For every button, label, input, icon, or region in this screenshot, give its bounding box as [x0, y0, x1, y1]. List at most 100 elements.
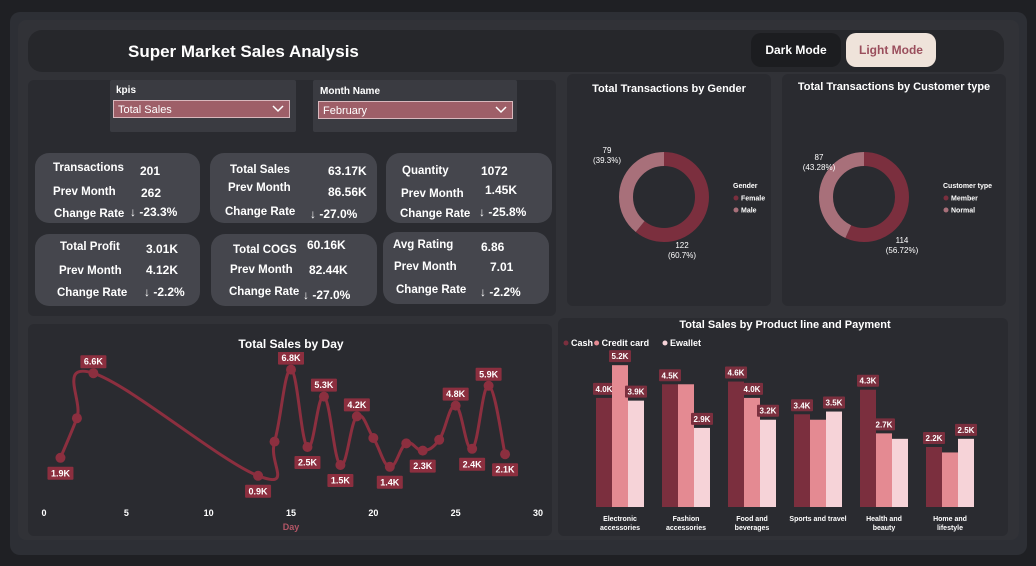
kpi-card-transactions — [35, 153, 200, 223]
kpi-card-avg-rating — [383, 232, 549, 304]
customer-type-chart-panel — [782, 74, 1006, 306]
category-label: beverages — [735, 525, 770, 532]
data-point — [335, 460, 346, 470]
kpi-prev-label: Prev Month — [230, 264, 293, 276]
kpi-name: Transactions — [53, 162, 124, 174]
kpis-slicer-label: kpis — [116, 85, 137, 96]
data-label-bg — [442, 387, 469, 401]
kpi-value: 201 — [140, 164, 161, 178]
data-label: 4.8K — [446, 389, 466, 399]
category-label: Food and — [736, 516, 768, 523]
bar-ewallet — [826, 411, 842, 507]
data-label: 1.4K — [380, 477, 400, 487]
bar-label: 4.0K — [744, 385, 761, 394]
sales-line — [59, 368, 507, 482]
category-label: accessories — [600, 525, 640, 532]
data-point — [384, 461, 395, 472]
bar-ewallet — [958, 438, 974, 507]
kpi-change-label: Change Rate — [229, 286, 300, 298]
kpi-change-label: Change Rate — [225, 206, 296, 218]
bar-ewallet — [628, 400, 644, 507]
data-label: 2.5K — [298, 458, 318, 468]
kpi-name: Avg Rating — [393, 239, 454, 251]
data-label-bg — [327, 474, 354, 487]
kpi-prev-label: Prev Month — [59, 265, 122, 277]
bar-cash — [794, 414, 810, 507]
kpi-prev-value: 262 — [141, 186, 162, 200]
dark-mode-button[interactable]: Dark Mode — [751, 33, 841, 67]
category-label: Home and — [933, 516, 967, 523]
kpis-dropdown[interactable]: Total Sales — [113, 100, 290, 118]
legend-entry: Normal — [951, 208, 975, 215]
sales-by-day-line-chart: 1.9K 6.6K 0.9K 6.8K 2.5K 5.3K 1.5K 4.2K 1.4K 2.3K… — [41, 352, 543, 532]
kpi-value: 3.01K — [146, 242, 179, 256]
x-axis-label: Day — [283, 522, 300, 532]
data-label: 1.5K — [331, 476, 351, 486]
legend-entry: Ewallet — [670, 338, 701, 348]
legend-title: Gender — [733, 183, 758, 190]
kpi-change-value: ↓ -25.8% — [479, 205, 527, 219]
legend-entry: Female — [741, 196, 765, 203]
bar-credit-card — [678, 384, 694, 507]
data-label-bg — [80, 355, 107, 369]
slice-pct-label: (56.72%) — [886, 246, 919, 255]
kpi-name: Total Sales — [230, 164, 290, 176]
data-point — [417, 445, 428, 456]
data-label-bg — [459, 457, 486, 471]
bar-label-bg — [873, 418, 895, 431]
data-label-bg — [294, 456, 321, 469]
data-point — [401, 438, 412, 449]
month-dropdown[interactable]: February — [318, 101, 513, 119]
bar-label: 3.5K — [826, 399, 843, 408]
category-label: Health and — [866, 516, 902, 523]
bar-label: 2.7K — [876, 420, 893, 429]
product-line-bar-chart: Cash Credit card Ewallet 4.0K 5.2K 3.9K Electr… — [563, 338, 977, 532]
kpi-change-label: Change Rate — [54, 208, 125, 220]
data-label-bg — [278, 352, 304, 365]
bar-label-bg — [659, 369, 681, 382]
data-label: 6.6K — [84, 357, 104, 367]
donut-slice-normal — [819, 152, 909, 242]
gender-chart-title: Total Transactions by Gender — [592, 83, 746, 95]
x-tick-label: 10 — [204, 508, 214, 518]
bar-label: 4.6K — [728, 369, 745, 378]
bar-credit-card — [942, 452, 958, 507]
bar-ewallet — [760, 419, 776, 507]
x-tick-label: 0 — [41, 508, 46, 518]
bar-cash — [662, 384, 678, 507]
slice-value-label: 114 — [896, 236, 909, 245]
bar-label: 5.2K — [612, 352, 629, 361]
data-label: 4.2K — [347, 400, 367, 410]
data-label: 6.8K — [281, 353, 301, 363]
legend-title: Customer type — [943, 183, 992, 190]
light-mode-button[interactable]: Light Mode — [846, 33, 936, 67]
data-point — [351, 411, 362, 422]
month-slicer-label: Month Name — [320, 86, 380, 97]
category-label: Sports and travel — [789, 516, 846, 523]
slice-value-label: 79 — [603, 146, 612, 155]
bar-label: 3.9K — [628, 388, 645, 397]
page-title: Super Market Sales Analysis — [128, 42, 359, 61]
bar-credit-card — [612, 365, 628, 507]
data-point — [483, 380, 494, 391]
bar-label-bg — [955, 423, 977, 436]
bar-credit-card — [744, 397, 760, 507]
data-label: 0.9K — [249, 486, 269, 496]
data-label-bg — [492, 463, 519, 477]
gender-donut-chart: 122(60.7%) 79(39.3%) Gender Female Male — [593, 146, 765, 260]
kpi-value: 63.17K — [328, 164, 367, 178]
data-label-bg — [47, 466, 74, 480]
kpi-card-total-cogs — [211, 234, 377, 306]
category-label: beauty — [873, 525, 896, 532]
kpi-prev-label: Prev Month — [401, 188, 464, 200]
kpi-prev-value: 4.12K — [146, 263, 179, 277]
chevron-down-icon — [495, 101, 507, 125]
data-point — [467, 443, 478, 454]
kpi-prev-label: Prev Month — [53, 186, 116, 198]
data-point — [318, 391, 329, 402]
kpi-name: Quantity — [402, 165, 449, 177]
donut-slice-male — [619, 152, 709, 242]
bar-cash — [926, 447, 942, 507]
month-dropdown-value: February — [323, 105, 368, 117]
bar-ewallet — [892, 438, 908, 507]
